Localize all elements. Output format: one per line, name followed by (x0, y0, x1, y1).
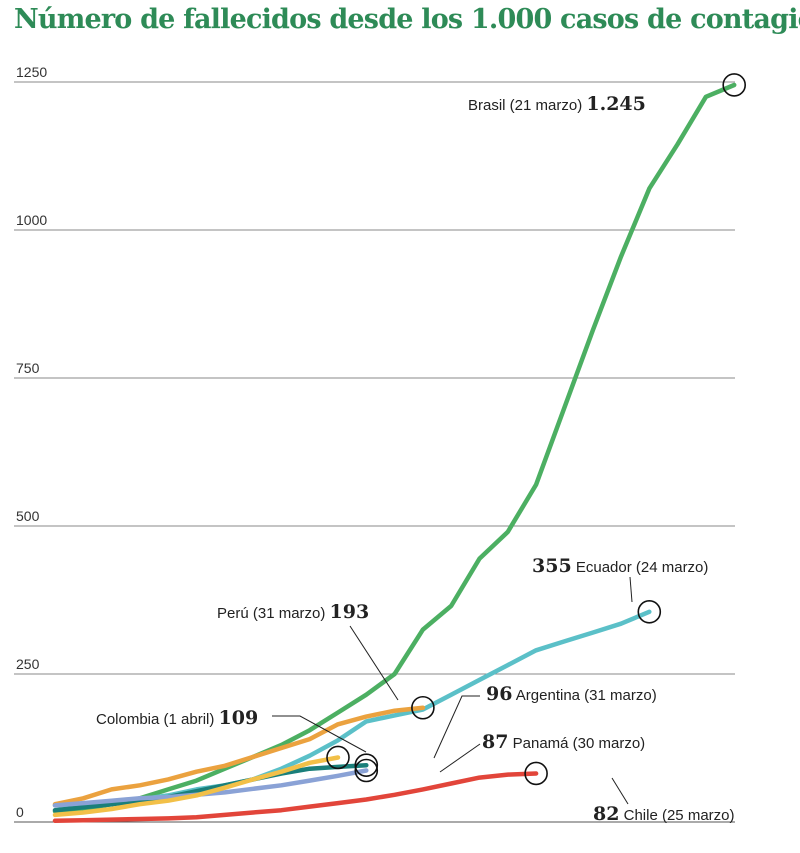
annotation-value-brasil: 1.245 (586, 93, 646, 115)
series-line-brasil (52, 82, 737, 814)
endpoint-marker-chile (524, 761, 548, 786)
endpoint-marker-brasil (722, 73, 747, 97)
annotation-chile: 82 Chile (25 marzo) (593, 803, 735, 825)
annotation-value-panama: 87 (482, 731, 508, 753)
series-line-ecuador (52, 609, 652, 808)
leader-line-chile (611, 777, 629, 805)
annotation-ecuador: 355 Ecuador (24 marzo) (532, 555, 708, 577)
annotation-label-colombia: Colombia (1 abril) (96, 711, 214, 728)
series-line-chile (52, 771, 539, 824)
leader-line-ecuador (629, 576, 633, 603)
leader-line-panama (439, 743, 481, 773)
annotation-label-brasil: Brasil (21 marzo) (468, 97, 582, 114)
annotation-label-panama: Panamá (30 marzo) (513, 735, 646, 752)
y-tick-label: 1250 (16, 64, 47, 80)
annotation-peru: Perú (31 marzo) 193 (217, 601, 369, 623)
y-tick-label: 250 (16, 656, 40, 672)
annotation-label-chile: Chile (25 marzo) (624, 807, 735, 824)
annotation-label-argentina: Argentina (31 marzo) (516, 687, 657, 704)
annotation-value-ecuador: 355 (532, 555, 572, 577)
y-tick-label: 0 (16, 804, 24, 820)
y-tick-label: 750 (16, 360, 40, 376)
endpoint-marker-argentina (354, 753, 379, 777)
leader-line-peru (349, 625, 399, 701)
series-line-colombia (52, 755, 341, 818)
annotation-panama: 87 Panamá (30 marzo) (482, 731, 645, 753)
annotation-label-peru: Perú (31 marzo) (217, 605, 325, 622)
chart-title: Número de fallecidos desde los 1.000 cas… (14, 4, 800, 35)
series-line-argentina (52, 762, 369, 813)
endpoint-marker-ecuador (637, 600, 662, 624)
annotation-value-colombia: 109 (219, 707, 259, 729)
series-line-peru (52, 705, 426, 807)
annotation-value-argentina: 96 (486, 683, 512, 705)
annotation-brasil: Brasil (21 marzo) 1.245 (468, 93, 646, 115)
y-tick-label: 1000 (16, 212, 47, 228)
leader-line-colombia (272, 715, 367, 753)
annotation-colombia: Colombia (1 abril) 109 (96, 707, 258, 729)
annotation-argentina: 96 Argentina (31 marzo) (486, 683, 657, 705)
annotation-value-chile: 82 (593, 803, 619, 825)
endpoint-marker-peru (411, 695, 435, 720)
annotation-label-ecuador: Ecuador (24 marzo) (576, 559, 709, 576)
annotation-value-peru: 193 (330, 601, 370, 623)
y-tick-label: 500 (16, 508, 40, 524)
endpoint-marker-panama (354, 758, 379, 783)
leader-line-argentina (433, 695, 480, 759)
endpoint-marker-colombia (326, 745, 350, 770)
